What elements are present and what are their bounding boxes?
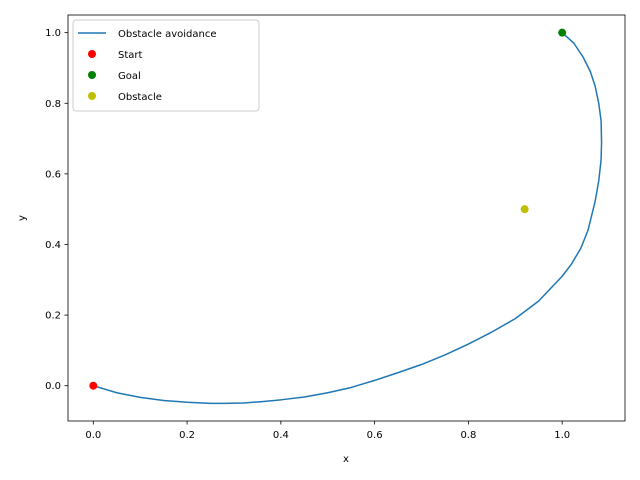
y-tick-label: 0.2 xyxy=(45,311,61,322)
y-tick-label: 0.6 xyxy=(45,169,61,180)
x-axis-label: x xyxy=(343,454,349,465)
x-tick-label: 0.4 xyxy=(273,430,289,441)
y-tick-label: 0.8 xyxy=(45,99,61,110)
y-axis: 0.0 0.2 0.4 0.6 0.8 1.0 xyxy=(45,28,68,392)
y-tick-label: 0.0 xyxy=(45,381,61,392)
x-tick-label: 0.6 xyxy=(367,430,383,441)
x-tick-label: 0.2 xyxy=(179,430,195,441)
legend-frame xyxy=(72,19,260,112)
x-axis: 0.0 0.2 0.4 0.6 0.8 1.0 xyxy=(85,421,570,441)
legend-handle-start xyxy=(88,50,96,58)
legend-label-obstacle-avoidance: Obstacle avoidance xyxy=(118,29,217,40)
y-axis-label: y xyxy=(17,215,28,221)
y-tick-label: 0.4 xyxy=(45,240,61,251)
x-tick-label: 0.8 xyxy=(460,430,476,441)
legend-label-obstacle: Obstacle xyxy=(118,92,162,103)
series-line-obstacle-avoidance xyxy=(92,31,603,405)
legend-label-start: Start xyxy=(118,50,143,61)
legend-handle-goal xyxy=(88,71,96,79)
legend-handle-obstacle xyxy=(88,92,96,100)
legend-label-goal: Goal xyxy=(118,71,141,82)
x-tick-label: 1.0 xyxy=(554,430,570,441)
scatter-point-obstacle xyxy=(520,205,529,214)
y-tick-label: 1.0 xyxy=(45,28,61,39)
scatter-point-goal xyxy=(558,28,567,37)
legend: Obstacle avoidance Start Goal Obstacle xyxy=(72,19,260,112)
scatter-point-start xyxy=(89,381,98,390)
x-tick-label: 0.0 xyxy=(85,430,101,441)
axes-frame xyxy=(67,14,626,422)
plot-area xyxy=(89,28,603,405)
